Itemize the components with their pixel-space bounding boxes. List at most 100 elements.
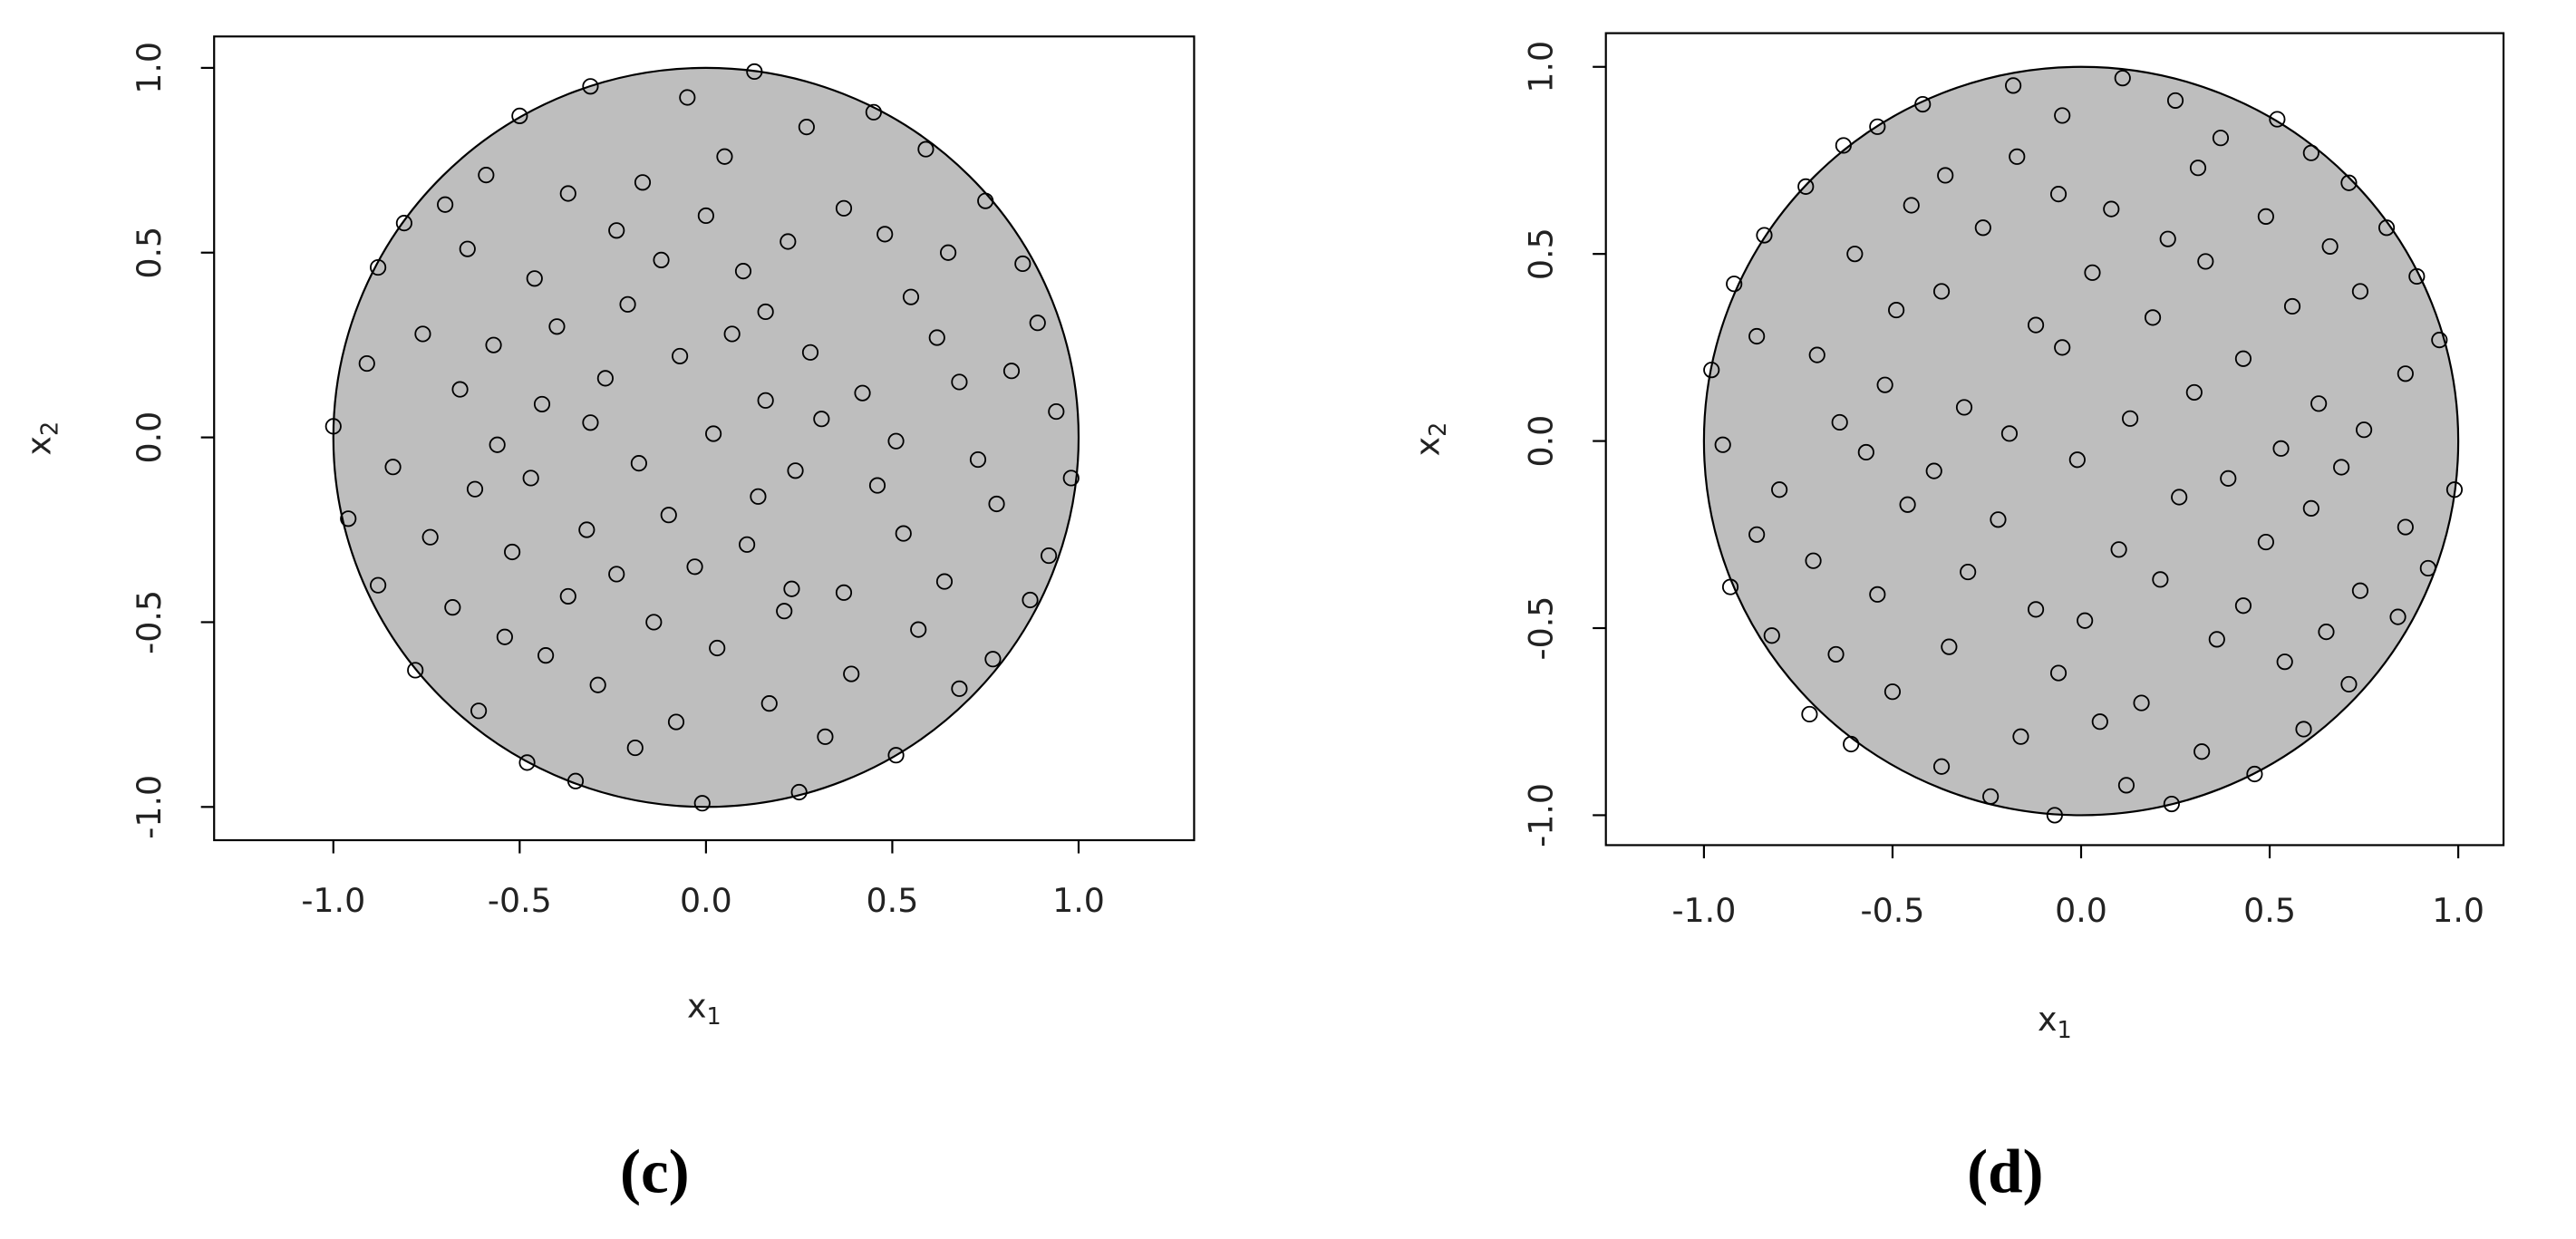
point xyxy=(578,521,596,538)
point xyxy=(559,185,576,202)
point xyxy=(2234,597,2252,615)
point xyxy=(798,119,815,136)
point xyxy=(2054,339,2071,356)
point xyxy=(697,207,714,225)
point xyxy=(917,140,935,158)
point xyxy=(653,251,670,268)
point xyxy=(1843,735,1860,753)
panel-label: (c) xyxy=(620,1136,690,1205)
y-axis-label-main: x xyxy=(1408,437,1447,456)
point xyxy=(2356,421,2373,439)
point xyxy=(813,411,830,428)
point xyxy=(776,603,793,620)
point xyxy=(2321,237,2339,256)
point xyxy=(470,702,488,720)
point xyxy=(780,233,797,250)
point xyxy=(817,728,834,745)
point xyxy=(1990,511,2007,528)
y-axis-label-main: x xyxy=(19,436,58,456)
x-tick-label: 0.0 xyxy=(680,881,732,920)
point xyxy=(2027,601,2045,618)
point xyxy=(504,543,521,561)
point xyxy=(437,196,454,213)
y-axis-label: x2 xyxy=(1408,422,1451,457)
point xyxy=(2000,425,2019,442)
point xyxy=(2133,694,2150,711)
point xyxy=(716,148,733,165)
point xyxy=(746,63,763,81)
point xyxy=(2234,350,2252,367)
point xyxy=(358,354,375,373)
panel: -1.0 -0.5 0.0 0.5 1.0-1.0-0.50.00.51.0x1x2(c… xyxy=(19,35,1196,1205)
y-tick-label: -0.5 xyxy=(130,590,169,654)
point xyxy=(928,329,945,346)
point xyxy=(672,347,689,364)
point xyxy=(1941,638,1958,655)
point xyxy=(2340,675,2358,693)
point xyxy=(526,270,543,287)
point xyxy=(608,222,625,239)
point xyxy=(723,325,741,343)
point xyxy=(1974,219,1991,237)
point xyxy=(496,628,513,645)
point xyxy=(790,783,808,801)
region xyxy=(332,66,1080,808)
x-tick-label: -0.5 xyxy=(1861,891,1925,930)
point xyxy=(2091,713,2108,731)
point xyxy=(1869,118,1886,135)
point xyxy=(2144,309,2162,326)
point xyxy=(1827,645,1845,663)
point xyxy=(2351,283,2369,300)
x-tick-label: -1.0 xyxy=(1671,891,1736,930)
point xyxy=(1721,578,1739,595)
point xyxy=(414,325,431,343)
y-tick-label: 0.0 xyxy=(1522,415,1561,468)
point xyxy=(2114,70,2131,87)
point xyxy=(2166,92,2184,109)
point xyxy=(608,566,625,583)
point xyxy=(370,576,387,594)
point xyxy=(1899,496,1916,513)
point xyxy=(887,432,905,450)
point xyxy=(2012,728,2029,745)
point xyxy=(835,584,853,601)
point xyxy=(2084,264,2101,281)
point xyxy=(1903,197,1920,214)
y-tick-label: 1.0 xyxy=(130,42,169,94)
point xyxy=(2431,332,2448,349)
point xyxy=(1703,362,1720,379)
point xyxy=(854,384,871,402)
point xyxy=(1062,469,1080,487)
point xyxy=(596,370,614,387)
y-axis-label-sub: 2 xyxy=(35,421,63,436)
point xyxy=(2246,765,2263,783)
point xyxy=(935,573,954,590)
point xyxy=(783,580,800,597)
point xyxy=(757,303,774,321)
y-axis-label: x2 xyxy=(19,421,63,456)
point xyxy=(2389,608,2407,625)
y-tick-label: 0.5 xyxy=(130,227,169,279)
point xyxy=(1960,563,1977,581)
point xyxy=(384,459,402,476)
point xyxy=(489,436,506,453)
point xyxy=(951,680,968,697)
point xyxy=(969,450,987,469)
point xyxy=(2377,219,2396,237)
point xyxy=(2295,721,2312,738)
point xyxy=(567,772,585,789)
point xyxy=(2049,186,2068,203)
panel-label: (d) xyxy=(1967,1136,2043,1205)
point xyxy=(1748,526,1766,543)
point xyxy=(1048,402,1065,421)
point xyxy=(1808,346,1825,363)
point xyxy=(2193,743,2211,760)
point xyxy=(1831,413,1848,431)
point xyxy=(478,167,495,184)
point xyxy=(1805,552,1822,569)
point xyxy=(619,295,636,313)
point xyxy=(421,528,439,546)
point xyxy=(1955,399,1973,416)
point xyxy=(2122,410,2139,427)
